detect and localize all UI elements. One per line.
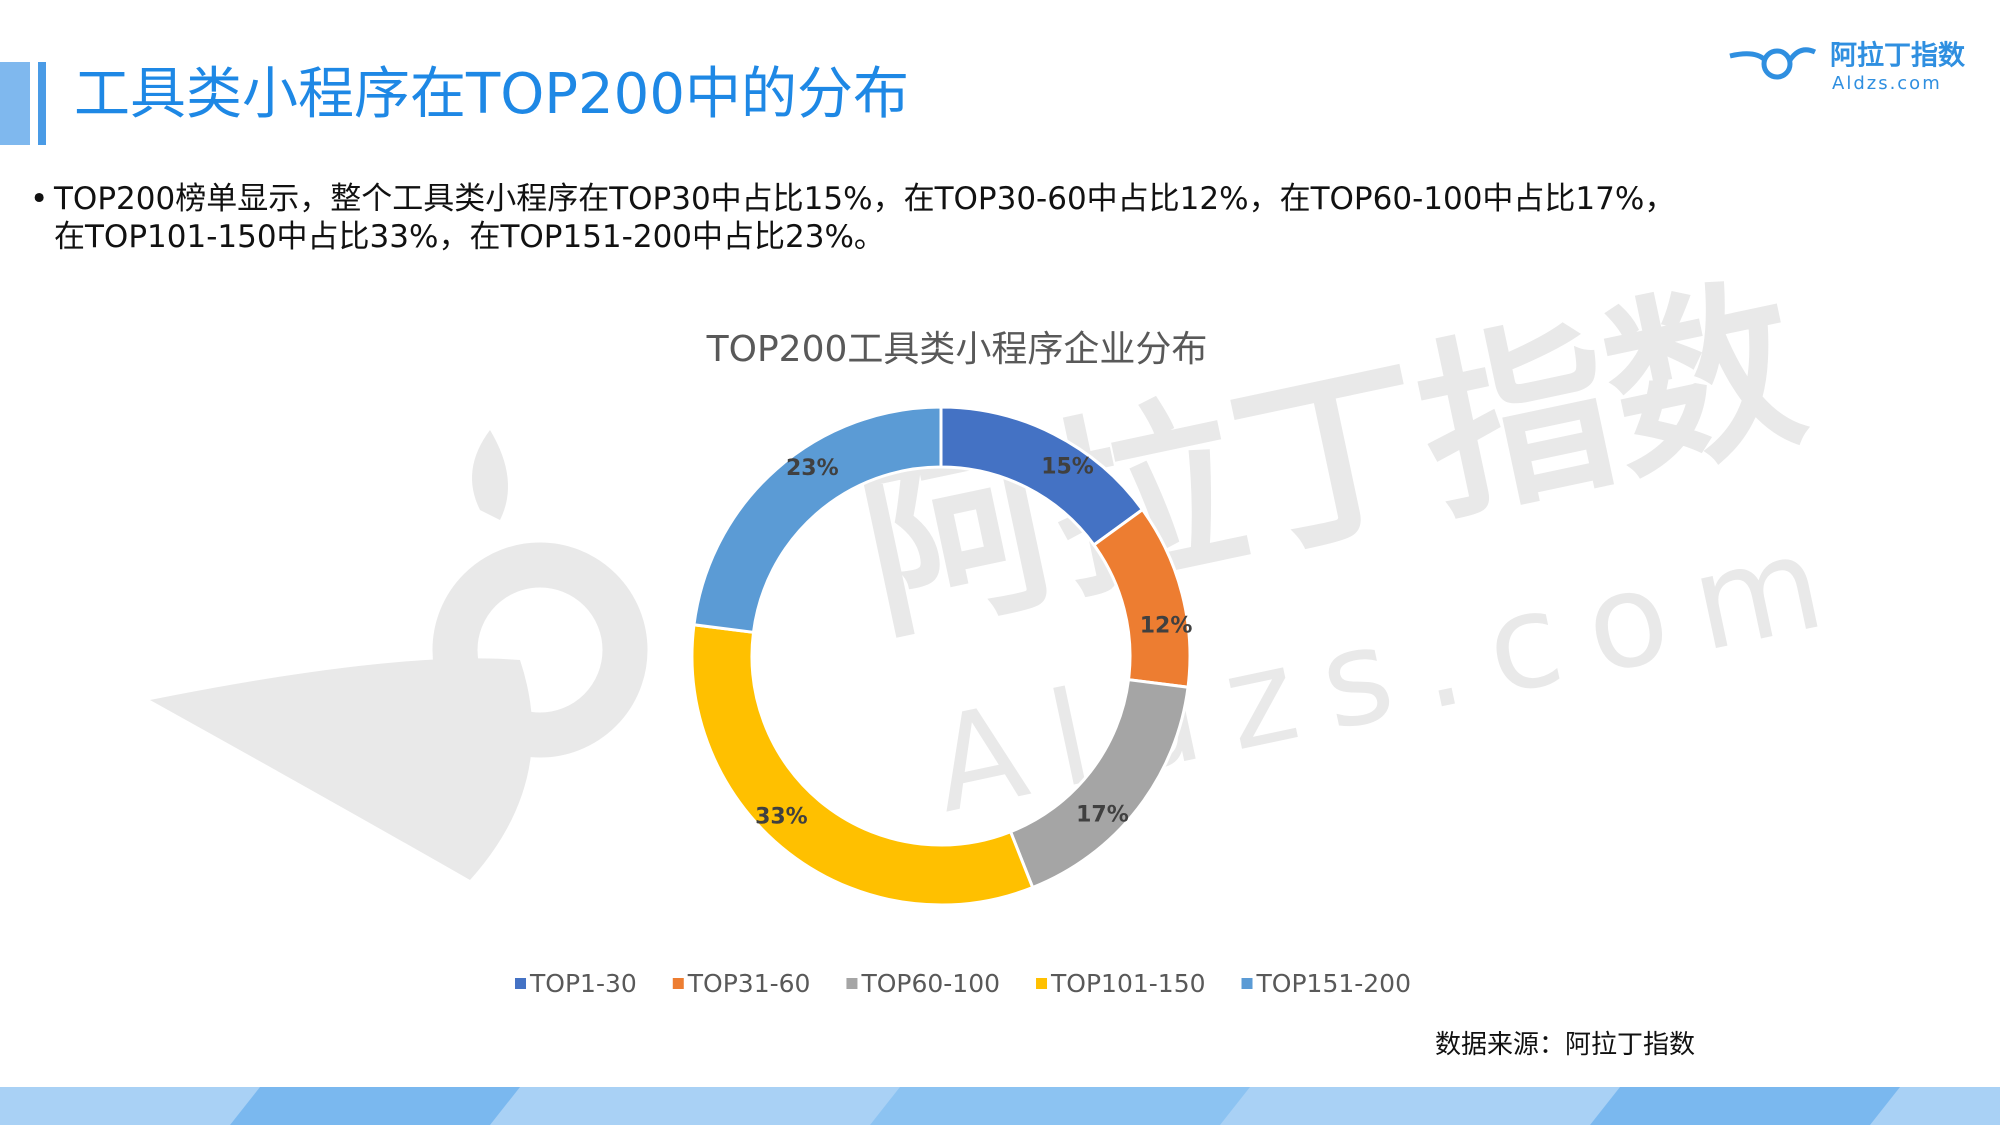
legend-label: TOP31-60	[687, 969, 811, 998]
legend: TOP1-30 TOP31-60 TOP60-100 TOP101-150 TOP151…	[515, 969, 1411, 998]
legend-swatch	[1241, 978, 1253, 989]
pie-slice	[692, 405, 943, 634]
legend-label: TOP60-100	[860, 969, 1000, 998]
watermark-shape	[150, 658, 533, 880]
watermark-shape	[472, 430, 508, 520]
data-label: 23%	[786, 456, 839, 481]
header-bar	[38, 62, 46, 145]
bottom-band	[0, 1087, 2000, 1125]
data-label: 33%	[755, 804, 808, 829]
pie-slice	[690, 623, 1035, 907]
bullet-content: TOP200榜单显示，整个工具类小程序在TOP30中占比15%，在TOP30-6…	[54, 181, 1676, 255]
bullet-text: TOP200榜单显示，整个工具类小程序在TOP30中占比15%，在TOP30-6…	[30, 180, 1694, 256]
legend-label: TOP1-30	[529, 969, 637, 998]
legend-swatch	[515, 978, 527, 989]
logo-domain: Aldzs.com	[1832, 73, 1942, 94]
legend-swatch	[846, 978, 858, 989]
data-label: 15%	[1041, 455, 1094, 480]
data-label: 12%	[1140, 613, 1193, 638]
source: 数据来源：阿拉丁指数	[1434, 1030, 1695, 1060]
band-stripe	[1590, 1087, 1900, 1125]
chart-title: TOP200工具类小程序企业分布	[706, 329, 1208, 370]
data-label: 17%	[1076, 803, 1129, 828]
logo: 阿拉丁指数 Aldzs.com	[1729, 40, 1966, 94]
watermark-shape	[432, 542, 648, 758]
legend-swatch	[672, 978, 684, 989]
legend-label: TOP101-150	[1050, 969, 1205, 998]
legend-swatch	[1036, 978, 1048, 989]
legend-label: TOP151-200	[1256, 969, 1411, 998]
slide-title: 工具类小程序在TOP200中的分布	[74, 62, 909, 127]
band-stripe	[230, 1087, 520, 1125]
logo-icon	[1729, 47, 1817, 62]
header-bar	[0, 62, 30, 145]
logo-icon	[1761, 48, 1793, 80]
band-stripe	[870, 1087, 1250, 1125]
logo-name: 阿拉丁指数	[1830, 40, 1966, 72]
